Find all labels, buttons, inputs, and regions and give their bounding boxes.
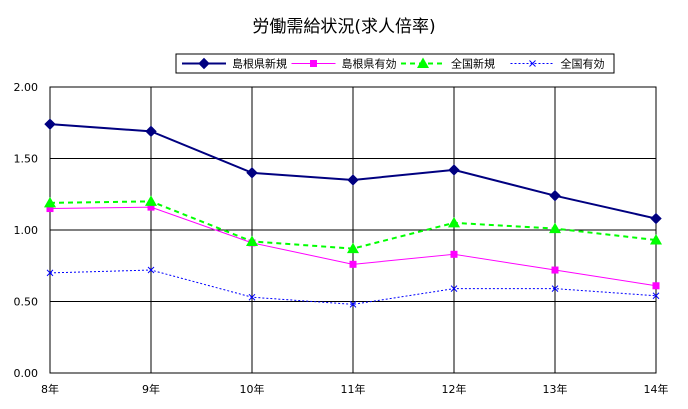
y-tick-label: 0.50 — [14, 296, 39, 309]
data-point — [650, 234, 662, 245]
data-point — [448, 164, 460, 176]
data-point — [652, 292, 660, 300]
x-tick-label: 13年 — [543, 382, 568, 396]
data-point — [347, 242, 359, 254]
legend-item: 島根県有効 — [291, 57, 397, 71]
chart-title: 労働需給状況(求人倍率) — [252, 17, 435, 37]
data-point — [44, 196, 56, 208]
x-tick-label: 10年 — [240, 382, 265, 396]
data-point — [417, 57, 429, 68]
data-point — [349, 260, 357, 268]
data-point — [46, 205, 54, 213]
x-tick-label: 9年 — [142, 382, 160, 396]
data-point — [551, 285, 559, 292]
x-tick-label: 11年 — [341, 382, 366, 396]
x-axis-ticks: 8年 9年 10年 11年 12年 13年 14年 — [41, 382, 669, 396]
legend-item: 全国有効 — [510, 57, 605, 71]
legend-label: 島根県新規 — [232, 57, 287, 71]
data-point — [198, 57, 210, 70]
data-point — [450, 285, 458, 292]
legend-label: 島根県有効 — [342, 57, 397, 71]
data-point — [549, 189, 561, 202]
y-tick-label: 1.50 — [14, 153, 39, 166]
y-tick-label: 0.00 — [14, 367, 39, 380]
series-3 — [44, 195, 662, 254]
data-point — [147, 266, 155, 274]
y-tick-label: 1.00 — [14, 224, 39, 237]
data-point — [349, 301, 357, 308]
data-point — [46, 269, 54, 277]
data-point — [652, 282, 660, 290]
x-tick-label: 8年 — [41, 382, 59, 396]
data-point — [529, 60, 536, 67]
x-tick-label: 14年 — [644, 382, 669, 396]
data-point — [246, 235, 258, 246]
data-point — [310, 60, 317, 67]
legend: 島根県新規 島根県有効 全国新規 全国有効 — [175, 53, 615, 74]
data-point — [448, 216, 460, 228]
data-point — [145, 195, 157, 206]
x-tick-label: 12年 — [442, 382, 467, 396]
data-point — [44, 118, 56, 130]
data-point — [246, 167, 258, 179]
data-point — [145, 125, 157, 138]
legend-label: 全国新規 — [451, 57, 495, 71]
series-1 — [44, 118, 662, 225]
data-point — [347, 174, 359, 186]
legend-box — [175, 53, 615, 74]
plot-area — [49, 86, 657, 374]
data-point — [450, 250, 458, 258]
data-point — [551, 266, 559, 274]
y-axis-ticks: 0.00 0.50 1.00 1.50 2.00 — [14, 81, 39, 380]
y-tick-label: 2.00 — [14, 81, 39, 94]
data-point — [549, 222, 561, 234]
legend-item: 島根県新規 — [182, 57, 287, 71]
data-point — [248, 293, 256, 301]
data-point — [650, 212, 662, 225]
legend-label: 全国有効 — [561, 57, 605, 71]
series-4 — [46, 266, 660, 308]
legend-item: 全国新規 — [401, 57, 495, 71]
data-point — [147, 203, 155, 211]
series-group — [44, 118, 662, 308]
